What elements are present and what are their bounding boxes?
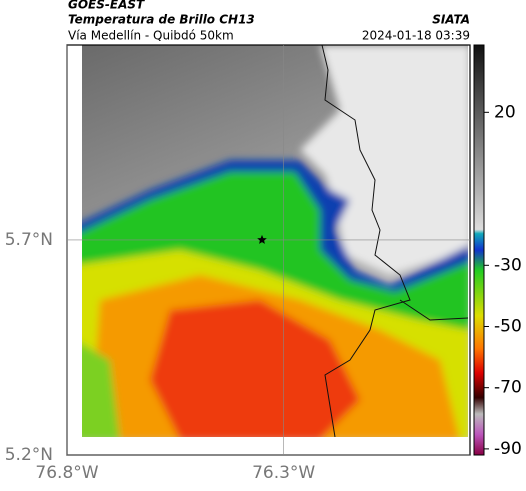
lat-tick-label: 5.2°N [5,445,53,465]
colorbar-tick-label: -90 [494,439,522,459]
lon-tick-label: 76.8°W [35,463,98,483]
colorbar-tick-label: 20 [494,102,516,122]
source: GOES-EAST [68,0,145,12]
datetime: 2024-01-18 03:39 [362,29,470,43]
lat-tick-label: 5.7°N [5,230,53,250]
location-marker [257,234,267,244]
title: Temperatura de Brillo CH13 [68,13,255,27]
imagery [82,45,468,437]
colorbar-tick-label: -70 [494,378,522,398]
org: SIATA [432,13,470,27]
colorbar-tick-label: -30 [494,255,522,275]
colorbar [473,44,485,456]
colorbar-tick-label: -50 [494,316,522,336]
subtitle: Vía Medellín - Quibdó 50km [68,29,234,43]
lon-tick-label: 76.3°W [252,463,315,483]
